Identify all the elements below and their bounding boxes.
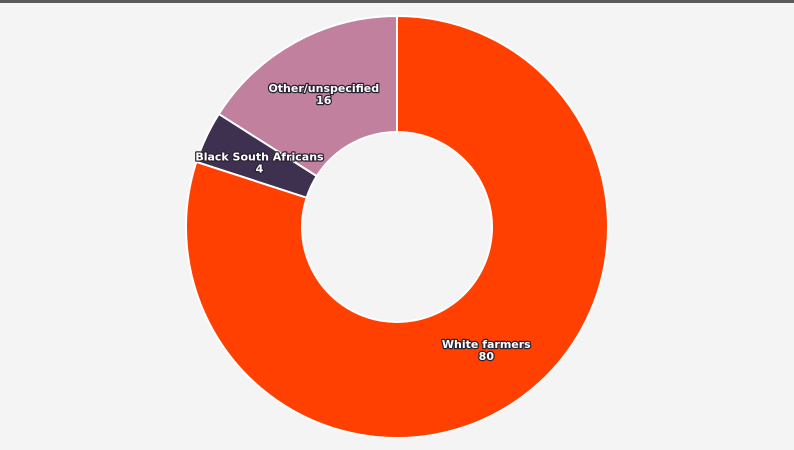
- slice-value: 4: [256, 162, 264, 175]
- slice-value: 80: [479, 350, 495, 363]
- top-border: [0, 0, 794, 3]
- slice-value: 16: [316, 94, 332, 107]
- slice-label: Black South Africans: [195, 150, 324, 163]
- slice: [217, 14, 398, 178]
- slice: [185, 14, 609, 439]
- slice-label: Other/unspecified: [268, 82, 379, 95]
- slice-label: White farmers: [442, 338, 531, 351]
